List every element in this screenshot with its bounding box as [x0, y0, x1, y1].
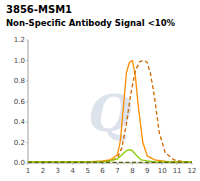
tick-label: 3 — [56, 167, 60, 175]
tick-label: 0.0 — [14, 159, 25, 167]
tick — [26, 163, 28, 164]
tick — [132, 163, 133, 165]
tick-label: 0.6 — [14, 98, 26, 106]
tick-label: 8 — [130, 167, 134, 175]
tick — [162, 163, 163, 165]
tick — [26, 81, 28, 82]
tick — [26, 142, 28, 143]
tick-label: 12 — [188, 167, 197, 175]
tick-label: 1.2 — [14, 36, 25, 44]
line — [28, 150, 192, 162]
tick-label: 6 — [100, 167, 105, 175]
tick — [102, 163, 103, 165]
tick-label: 1 — [26, 167, 30, 175]
title: 3856-MSM1 — [6, 4, 72, 15]
tick — [26, 101, 28, 102]
chart: 3856-MSM1 Non-Specific Antibody Signal <1… — [0, 0, 200, 181]
tick — [72, 163, 73, 165]
plot-area — [28, 61, 192, 163]
tick — [26, 60, 28, 61]
tick-label: 7 — [115, 167, 119, 175]
subtitle: Non-Specific Antibody Signal <10% — [6, 18, 176, 28]
tick-label: 1.0 — [14, 57, 25, 65]
line — [28, 61, 192, 162]
line — [28, 61, 192, 162]
tick-label: 0.2 — [14, 139, 25, 147]
tick — [42, 163, 43, 165]
tick — [192, 163, 193, 165]
tick — [26, 122, 28, 123]
tick-label: 0.8 — [14, 77, 25, 85]
tick-label: 10 — [158, 167, 167, 175]
tick — [177, 163, 178, 165]
tick — [26, 40, 28, 41]
tick — [28, 163, 29, 165]
tick-label: 5 — [85, 167, 89, 175]
tick-label: 11 — [173, 167, 182, 175]
tick-label: 4 — [70, 167, 75, 175]
tick-label: 2 — [41, 167, 45, 175]
tick — [147, 163, 148, 165]
tick — [117, 163, 118, 165]
tick-label: 0.4 — [14, 118, 26, 126]
tick — [87, 163, 88, 165]
tick — [57, 163, 58, 165]
tick-label: 9 — [145, 167, 149, 175]
line — [28, 162, 192, 163]
x-axis — [28, 163, 192, 164]
